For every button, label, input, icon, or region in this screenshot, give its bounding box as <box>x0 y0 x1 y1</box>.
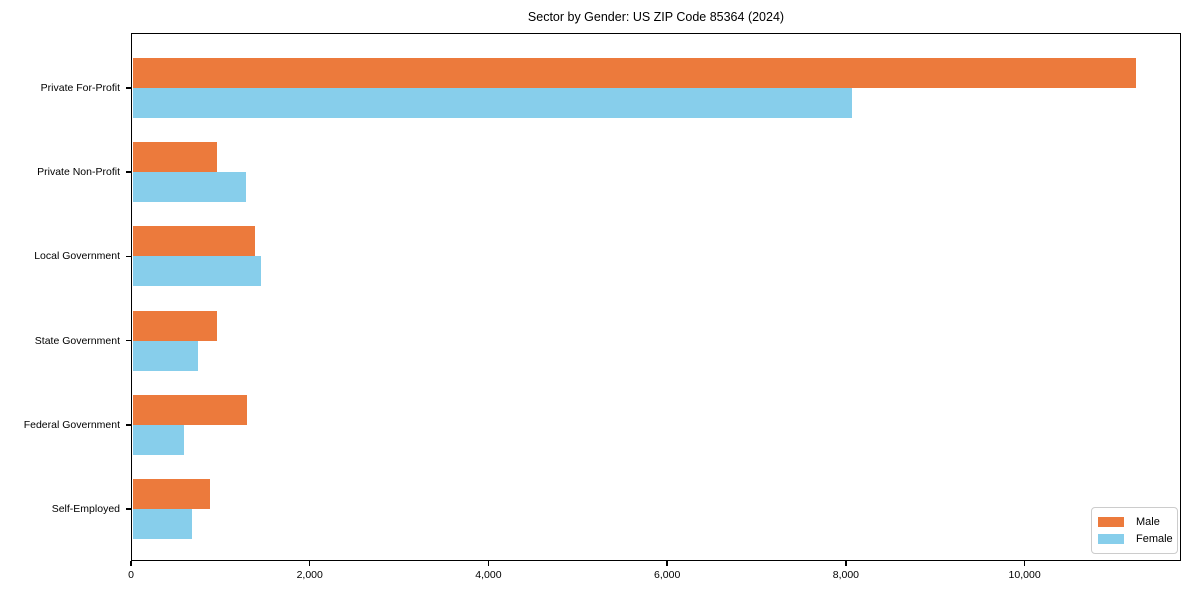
x-axis-tick-label: 6,000 <box>654 569 681 581</box>
bar-male-5 <box>132 479 210 509</box>
plot-area <box>131 33 1181 561</box>
legend-swatch-female <box>1098 534 1124 544</box>
legend-item-female: Female <box>1098 533 1173 545</box>
bar-female-4 <box>132 424 184 455</box>
x-axis-tick-label: 8,000 <box>832 569 860 581</box>
y-axis-label: Private Non-Profit <box>37 166 120 179</box>
y-axis-label: Federal Government <box>23 418 120 431</box>
x-axis-tick-label: 4,000 <box>475 569 502 581</box>
y-axis-label: Local Government <box>34 250 120 263</box>
legend-item-male: Male <box>1098 516 1171 528</box>
x-axis-tick-label: 10,000 <box>1008 569 1041 581</box>
y-axis-label: State Government <box>34 334 120 347</box>
y-axis-label: Private For-Profit <box>40 82 120 94</box>
legend-swatch-male <box>1098 517 1124 527</box>
bar-female-2 <box>132 256 262 287</box>
bar-female-5 <box>132 509 192 539</box>
y-axis-tick <box>126 255 131 258</box>
y-axis-label: Self-Employed <box>51 503 120 515</box>
x-axis-tick <box>1023 561 1026 566</box>
legend-label-female: Female <box>1136 533 1173 545</box>
x-axis-tick <box>487 561 490 566</box>
bar-male-0 <box>132 58 1137 88</box>
bar-female-0 <box>132 88 853 118</box>
y-axis-tick <box>126 339 131 342</box>
chart-title: Sector by Gender: US ZIP Code 85364 (202… <box>527 10 785 24</box>
x-axis-tick <box>845 561 847 566</box>
y-axis-tick <box>126 171 131 173</box>
y-axis-tick <box>126 87 131 89</box>
bar-female-3 <box>132 340 199 371</box>
x-axis-tick <box>130 561 132 566</box>
bar-male-3 <box>132 310 217 341</box>
legend: Male Female <box>1091 507 1178 554</box>
legend-label-male: Male <box>1136 516 1160 528</box>
bar-male-2 <box>132 226 256 257</box>
x-axis-tick-label: 2,000 <box>296 569 323 581</box>
x-axis-tick <box>308 561 311 566</box>
x-axis-tick <box>666 561 668 566</box>
x-axis-tick-label: 0 <box>128 569 134 581</box>
y-axis-tick <box>126 508 131 510</box>
bar-female-1 <box>132 172 247 203</box>
y-axis-tick <box>126 424 131 426</box>
bar-male-1 <box>132 142 217 173</box>
bar-male-4 <box>132 394 248 425</box>
